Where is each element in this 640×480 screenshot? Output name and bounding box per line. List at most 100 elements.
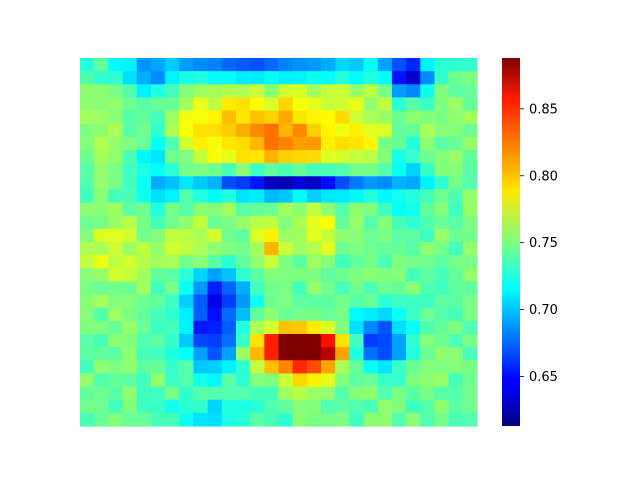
heatmap-cell	[292, 71, 308, 85]
heatmap-cell	[349, 242, 365, 256]
heatmap-cell	[420, 360, 436, 375]
heatmap-cell	[108, 176, 124, 191]
heatmap-cell	[136, 228, 152, 243]
heatmap-cell	[221, 84, 237, 99]
heatmap-cell	[179, 360, 195, 375]
heatmap-cell	[391, 150, 407, 164]
heatmap-cell	[221, 71, 237, 85]
heatmap-cell	[150, 202, 166, 217]
heatmap-cell	[235, 123, 251, 138]
heatmap-cell	[235, 412, 251, 427]
heatmap-cell	[434, 268, 450, 283]
heatmap-cell	[278, 386, 294, 401]
heatmap-cell	[349, 176, 365, 191]
heatmap-cell	[207, 334, 223, 348]
heatmap-cell	[136, 373, 152, 388]
heatmap-cell	[150, 189, 166, 204]
heatmap-cell	[363, 58, 379, 72]
heatmap-cell	[306, 373, 322, 388]
heatmap-cell	[391, 399, 407, 414]
heatmap-cell	[349, 150, 365, 164]
heatmap-cell	[434, 228, 450, 243]
heatmap-cell	[108, 136, 124, 151]
heatmap-cell	[94, 176, 109, 191]
heatmap-cell	[179, 110, 195, 125]
heatmap-cell	[150, 176, 166, 191]
heatmap-cell	[462, 412, 478, 427]
heatmap-cell	[321, 202, 336, 217]
heatmap-cell	[80, 307, 95, 322]
heatmap-cell	[179, 97, 195, 112]
heatmap-cell	[448, 189, 464, 204]
heatmap-cell	[207, 242, 223, 256]
heatmap-cell	[306, 215, 322, 230]
heatmap-cell	[349, 307, 365, 322]
heatmap-grid	[80, 58, 478, 427]
heatmap-cell	[321, 320, 336, 335]
heatmap-cell	[363, 347, 379, 361]
heatmap-cell	[165, 150, 180, 164]
heatmap-cell	[136, 189, 152, 204]
heatmap-cell	[264, 320, 280, 335]
heatmap-cell	[165, 294, 180, 309]
heatmap-cell	[448, 334, 464, 348]
heatmap-cell	[179, 215, 195, 230]
heatmap-cell	[349, 163, 365, 177]
heatmap-cell	[462, 123, 478, 138]
heatmap-cell	[80, 373, 95, 388]
heatmap-cell	[448, 97, 464, 112]
heatmap-cell	[448, 71, 464, 85]
heatmap-cell	[306, 123, 322, 138]
heatmap-cell	[122, 110, 138, 125]
heatmap-cell	[122, 307, 138, 322]
heatmap-cell	[207, 189, 223, 204]
heatmap-cell	[391, 176, 407, 191]
heatmap-cell	[122, 163, 138, 177]
heatmap-cell	[278, 347, 294, 361]
heatmap-cell	[108, 307, 124, 322]
heatmap-cell	[335, 360, 350, 375]
heatmap-cell	[179, 58, 195, 72]
heatmap-cell	[179, 71, 195, 85]
heatmap-cell	[292, 150, 308, 164]
heatmap-cell	[264, 97, 280, 112]
heatmap-cell	[150, 228, 166, 243]
heatmap-cell	[391, 294, 407, 309]
heatmap-cell	[391, 255, 407, 269]
heatmap-cell	[150, 110, 166, 125]
heatmap-cell	[306, 71, 322, 85]
heatmap-cell	[136, 386, 152, 401]
heatmap-cell	[391, 386, 407, 401]
heatmap-cell	[221, 176, 237, 191]
heatmap-cell	[108, 163, 124, 177]
heatmap-cell	[377, 97, 393, 112]
heatmap-cell	[150, 268, 166, 283]
heatmap-cell	[406, 294, 421, 309]
heatmap-cell	[434, 58, 450, 72]
heatmap-cell	[80, 255, 95, 269]
heatmap-cell	[179, 294, 195, 309]
heatmap-cell	[292, 307, 308, 322]
heatmap-cell	[462, 268, 478, 283]
heatmap-cell	[122, 176, 138, 191]
heatmap-cell	[448, 320, 464, 335]
heatmap-cell	[420, 268, 436, 283]
heatmap-cell	[306, 242, 322, 256]
heatmap-cell	[94, 347, 109, 361]
heatmap-cell	[136, 176, 152, 191]
heatmap-cell	[122, 412, 138, 427]
heatmap-cell	[278, 84, 294, 99]
heatmap-cell	[221, 386, 237, 401]
heatmap-cell	[235, 202, 251, 217]
heatmap-cell	[221, 373, 237, 388]
heatmap-cell	[349, 84, 365, 99]
heatmap-cell	[434, 307, 450, 322]
heatmap-cell	[391, 215, 407, 230]
heatmap-cell	[207, 84, 223, 99]
heatmap-cell	[462, 320, 478, 335]
heatmap-cell	[462, 189, 478, 204]
heatmap-cell	[80, 334, 95, 348]
heatmap-cell	[363, 360, 379, 375]
heatmap-cell	[122, 215, 138, 230]
heatmap-cell	[377, 294, 393, 309]
